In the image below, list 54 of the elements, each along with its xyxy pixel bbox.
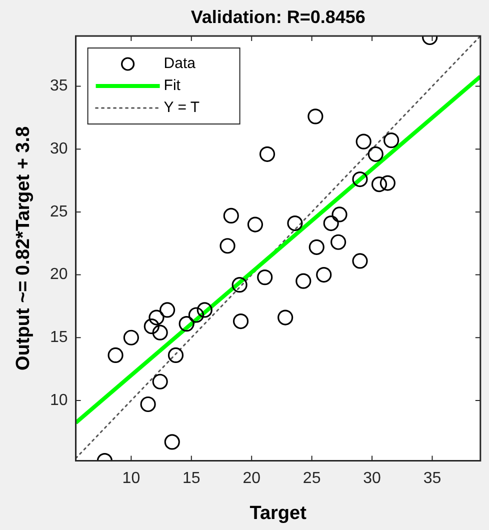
x-axis-title: Target xyxy=(250,503,308,524)
x-tick-label: 30 xyxy=(363,470,382,487)
point xyxy=(232,277,248,293)
x-tick-label: 25 xyxy=(302,470,321,487)
point xyxy=(259,146,276,162)
point xyxy=(223,208,239,224)
point xyxy=(380,175,396,191)
point xyxy=(152,324,168,340)
point xyxy=(168,347,184,364)
point xyxy=(220,238,236,254)
chart-title: Validation: R=0.8456 xyxy=(190,6,366,27)
point xyxy=(330,234,346,250)
point xyxy=(257,270,273,286)
point xyxy=(164,434,180,450)
point xyxy=(140,396,156,412)
point xyxy=(308,108,324,124)
point xyxy=(188,307,204,323)
point xyxy=(352,171,368,188)
point xyxy=(178,316,194,332)
x-tick-label: 15 xyxy=(182,470,200,487)
point xyxy=(287,215,303,232)
y-tick-label: 20 xyxy=(50,266,68,284)
point xyxy=(278,310,294,326)
point xyxy=(232,313,249,330)
x-tick-label: 10 xyxy=(122,470,140,487)
point xyxy=(323,215,339,232)
y-tick-label: 35 xyxy=(50,78,68,95)
y-tick-label: 30 xyxy=(50,140,68,158)
point xyxy=(196,302,212,318)
point xyxy=(308,239,324,255)
point xyxy=(247,216,264,232)
y-tick-label: 10 xyxy=(50,392,68,409)
point xyxy=(152,374,168,390)
x-tick-label: 35 xyxy=(423,470,442,487)
point xyxy=(352,253,368,269)
legend-label: Data xyxy=(164,55,196,72)
y-axis-title: Output ~= 0.82*Target + 3.8 xyxy=(13,126,34,370)
point xyxy=(356,134,372,150)
point xyxy=(316,266,332,283)
point xyxy=(332,206,348,222)
point xyxy=(144,318,160,334)
legend-label: Y = T xyxy=(164,99,200,116)
point xyxy=(296,273,312,289)
point xyxy=(123,330,139,346)
point xyxy=(383,132,400,148)
point xyxy=(160,302,176,318)
x-tick-label: 20 xyxy=(242,470,261,487)
point xyxy=(371,176,388,192)
point xyxy=(108,347,124,364)
y-tick-label: 15 xyxy=(50,329,68,346)
legend-label: Fit xyxy=(164,77,182,94)
point xyxy=(368,146,384,162)
y-tick-label: 25 xyxy=(50,203,68,220)
point xyxy=(148,310,164,326)
